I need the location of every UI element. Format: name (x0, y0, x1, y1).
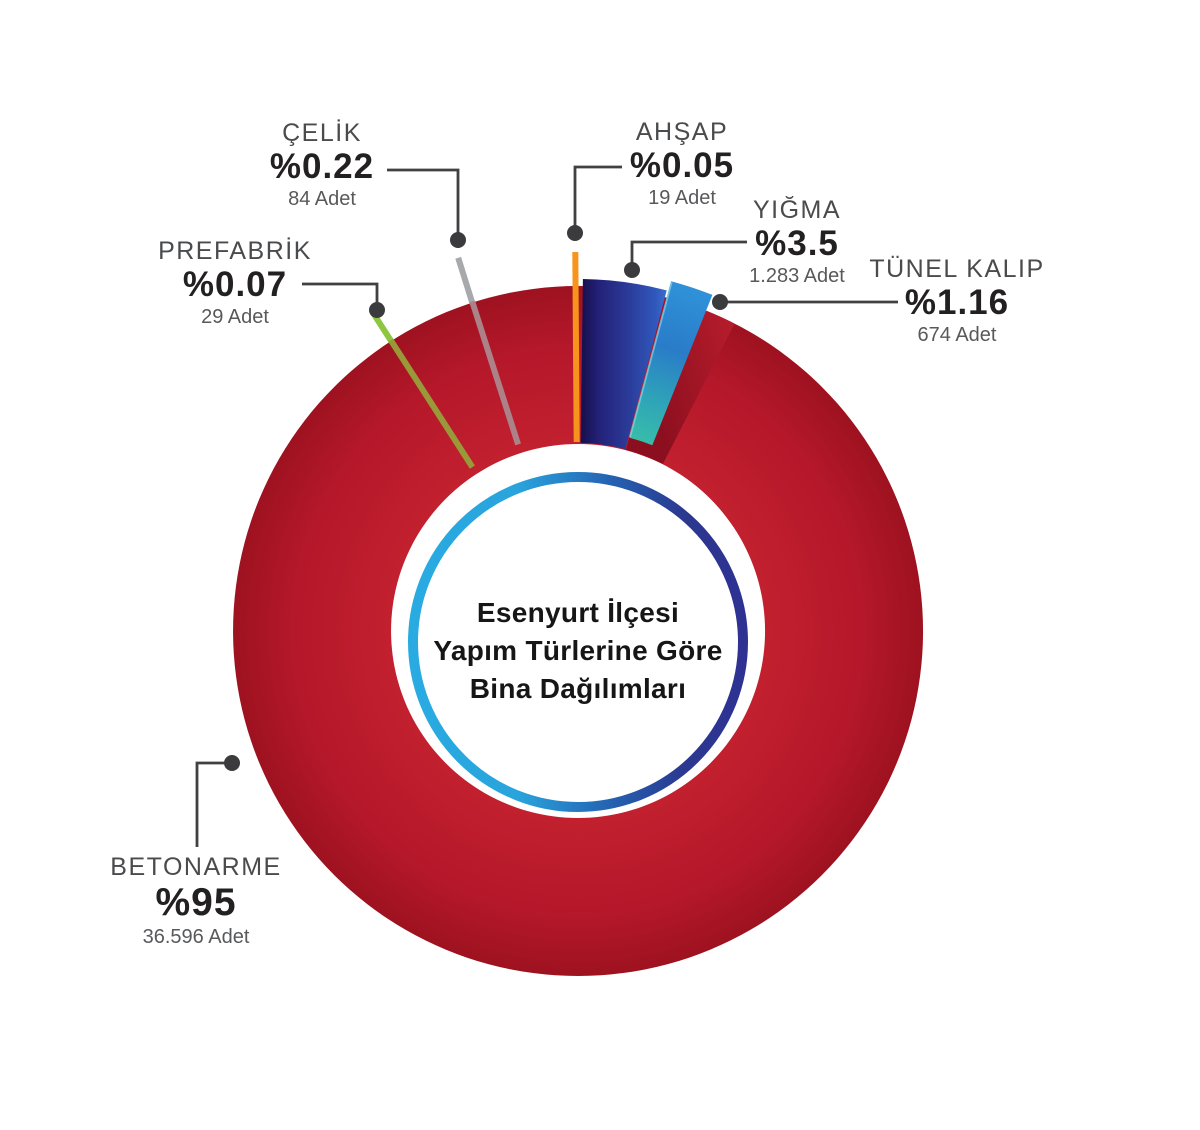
title-line-3: Bina Dağılımları (469, 673, 687, 704)
leader-line-celik (387, 168, 460, 238)
slice-betonarme (233, 286, 924, 976)
leader-dot-ahsap (567, 225, 583, 241)
leader-dot-betonarme (224, 755, 240, 771)
center-ring (408, 472, 748, 812)
chart-center-title: Esenyurt İlçesi Yapım Türlerine Göre Bin… (388, 594, 768, 708)
leader-dots (224, 225, 728, 771)
slice-prefabrik-line-inner (388, 338, 475, 469)
label-celik: ÇELİK %0.22 84 Adet (202, 120, 442, 211)
label-betonarme-count: 36.596 Adet (142, 926, 250, 948)
slice-ahsap-bar (572, 251, 580, 443)
slice-celik-line-outer (455, 256, 476, 305)
label-prefabrik-name: PREFABRİK (158, 237, 312, 265)
leader-dot-celik (450, 232, 466, 248)
label-ahsap-name: AHŞAP (635, 118, 729, 146)
leader-line-yigma (630, 240, 747, 268)
label-yigma: YIĞMA %3.5 1.283 Adet (677, 197, 917, 288)
slice-celik-line (455, 256, 521, 446)
label-tunel-kalip-count: 674 Adet (917, 324, 997, 346)
label-prefabrik-count: 29 Adet (201, 306, 269, 328)
leader-line-prefabrik (302, 282, 379, 308)
title-line-1: Esenyurt İlçesi (476, 597, 680, 628)
label-celik-count: 84 Adet (288, 188, 356, 210)
label-ahsap-count: 19 Adet (648, 187, 716, 209)
leader-dot-prefabrik (369, 302, 385, 318)
title-line-2: Yapım Türlerine Göre (433, 635, 723, 666)
slice-celik-line-inner (469, 300, 521, 446)
label-prefabrik: PREFABRİK %0.07 29 Adet (115, 238, 355, 329)
leader-dot-yigma (624, 262, 640, 278)
label-betonarme-value: %95 (155, 881, 237, 924)
label-yigma-count: 1.283 Adet (749, 265, 845, 287)
leader-line-betonarme (195, 761, 230, 847)
slice-yigma-wedge (580, 279, 667, 450)
label-tunel-kalip: TÜNEL KALIP %1.16 674 Adet (827, 256, 1087, 347)
label-celik-name: ÇELİK (282, 119, 362, 147)
leader-line-ahsap (573, 165, 622, 231)
label-betonarme: BETONARME %95 36.596 Adet (66, 854, 326, 949)
slice-tunel-kalip-wedge (629, 281, 713, 446)
label-tunel-kalip-name: TÜNEL KALIP (869, 255, 1045, 283)
label-betonarme-name: BETONARME (110, 853, 282, 881)
label-yigma-value: %3.5 (755, 224, 839, 263)
leader-lines (195, 165, 898, 847)
label-celik-value: %0.22 (269, 147, 375, 186)
label-tunel-kalip-value: %1.16 (904, 283, 1010, 322)
slice-tunel-kalip-highlight-edge (629, 281, 673, 438)
leader-dot-tunel-kalip (712, 294, 728, 310)
label-yigma-name: YIĞMA (752, 196, 842, 224)
label-ahsap-value: %0.05 (629, 146, 735, 185)
label-ahsap: AHŞAP %0.05 19 Adet (562, 119, 802, 210)
label-prefabrik-value: %0.07 (182, 265, 288, 304)
